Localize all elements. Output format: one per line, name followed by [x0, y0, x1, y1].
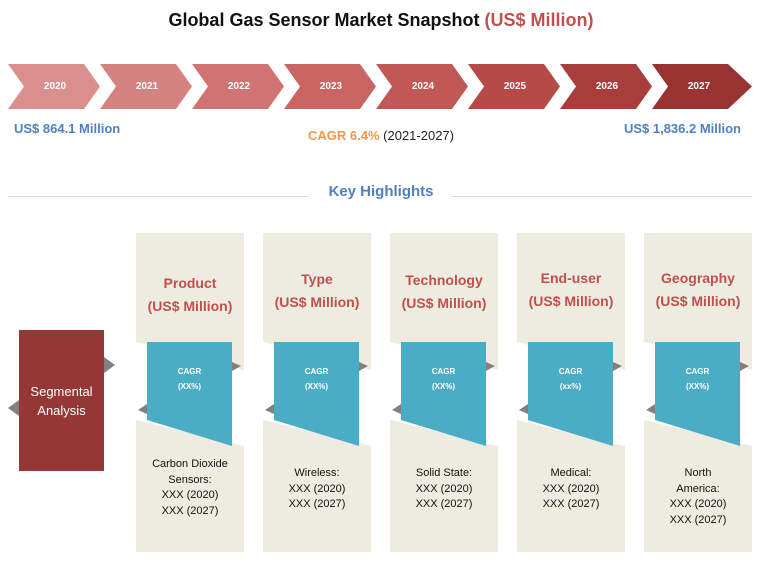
column-technology-body: Solid State: XXX (2020) XXX (2027): [390, 466, 498, 513]
column-end-user-cagr: CAGR (xx%): [528, 364, 613, 394]
column-technology-cagr: CAGR (XX%): [401, 364, 486, 394]
cagr-value: (XX%): [177, 382, 202, 391]
cagr-period: (2021-2027): [383, 128, 454, 143]
column-heading-line: Geography: [661, 270, 735, 286]
page-title: Global Gas Sensor Market Snapshot (US$ M…: [0, 10, 762, 31]
title-main: Global Gas Sensor Market Snapshot: [168, 10, 480, 30]
cagr-label: CAGR 6.4%: [308, 128, 380, 143]
column-end-user-body: Medical: XXX (2020) XXX (2027): [517, 466, 625, 513]
seg-left-arrow: [8, 400, 19, 416]
column-heading-line: Technology: [405, 272, 483, 288]
title-unit: (US$ Million): [484, 10, 594, 30]
column-end-user-shapes: [517, 233, 625, 552]
cagr-label: CAGR: [177, 367, 202, 376]
column-product-heading: Product (US$ Million): [136, 272, 244, 318]
column-technology-shapes: [390, 233, 498, 552]
body-line: XXX (2027): [542, 498, 600, 510]
column-heading-unit: (US$ Million): [655, 293, 741, 309]
body-line: Medical:: [550, 467, 592, 479]
cagr-label: CAGR: [558, 367, 583, 376]
body-line: Wireless:: [294, 467, 340, 479]
column-heading-unit: (US$ Million): [401, 295, 487, 311]
timeline-year: 2021: [135, 81, 159, 92]
column-product-cagr: CAGR (XX%): [147, 364, 232, 394]
timeline-year: 2027: [687, 81, 711, 92]
column-heading-line: Product: [163, 275, 217, 291]
body-line: Sensors:: [168, 473, 212, 486]
timeline-year: 2026: [595, 81, 619, 92]
column-type-shapes: [263, 233, 371, 552]
body-line: XXX (2027): [415, 498, 473, 510]
key-highlights-title: Key Highlights: [328, 183, 434, 200]
column-geography-cagr: CAGR (XX%): [655, 364, 740, 394]
body-line: XXX (2020): [288, 482, 346, 495]
cagr-label: CAGR: [431, 367, 456, 376]
segmental-label-2: Analysis: [37, 402, 86, 418]
column-geography-shapes: [644, 233, 752, 552]
column-technology-heading: Technology (US$ Million): [390, 269, 498, 315]
column-type-body: Wireless: XXX (2020) XXX (2027): [263, 466, 371, 513]
end-value: US$ 1,836.2 Million: [623, 121, 741, 136]
column-heading-line: Type: [301, 271, 333, 287]
column-heading-line: End-user: [540, 270, 602, 286]
body-line: North: [684, 467, 712, 479]
timeline-year: 2023: [319, 81, 343, 92]
body-line: XXX (2027): [669, 513, 727, 526]
cagr-summary: CAGR 6.4% (2021-2027): [0, 128, 762, 143]
column-product-shapes: [136, 233, 244, 552]
column-heading-unit: (US$ Million): [528, 293, 614, 309]
body-line: XXX (2027): [161, 504, 219, 517]
column-type-cagr: CAGR (XX%): [274, 364, 359, 394]
column-type-heading: Type (US$ Million): [263, 268, 371, 314]
cagr-label: CAGR: [685, 367, 710, 376]
body-line: XXX (2020): [669, 498, 727, 510]
column-geography-heading: Geography (US$ Million): [644, 267, 752, 313]
timeline-year: 2024: [411, 81, 435, 92]
column-end-user-heading: End-user (US$ Million): [517, 267, 625, 313]
column-product-body: Carbon Dioxide Sensors: XXX (2020) XXX (…: [136, 457, 244, 519]
timeline-year: 2020: [43, 81, 67, 92]
body-line: Solid State:: [415, 467, 473, 479]
body-line: XXX (2020): [415, 482, 473, 495]
cagr-value: (xx%): [559, 382, 582, 391]
body-line: Carbon Dioxide: [152, 458, 228, 470]
segmental-analysis-box: Segmental Analysis: [19, 330, 104, 471]
cagr-value: (XX%): [685, 382, 710, 391]
cagr-value: (XX%): [304, 382, 329, 391]
cagr-label: CAGR: [304, 367, 329, 376]
cagr-value: (XX%): [431, 382, 456, 391]
timeline-arrow-2027: [652, 64, 752, 109]
segmental-label-1: Segmental: [30, 383, 93, 399]
body-line: XXX (2020): [542, 482, 600, 495]
timeline-year: 2025: [503, 81, 527, 92]
body-line: XXX (2027): [288, 498, 346, 510]
divider-left: [8, 196, 308, 197]
divider-right: [452, 196, 752, 197]
seg-right-arrow: [104, 357, 115, 373]
column-heading-unit: (US$ Million): [147, 298, 233, 314]
body-line: XXX (2020): [161, 489, 219, 501]
column-heading-unit: (US$ Million): [274, 294, 360, 310]
start-value: US$ 864.1 Million: [14, 121, 121, 136]
body-line: America:: [676, 482, 720, 495]
timeline-year: 2022: [227, 81, 251, 92]
column-geography-body: North America: XXX (2020) XXX (2027): [644, 466, 752, 528]
